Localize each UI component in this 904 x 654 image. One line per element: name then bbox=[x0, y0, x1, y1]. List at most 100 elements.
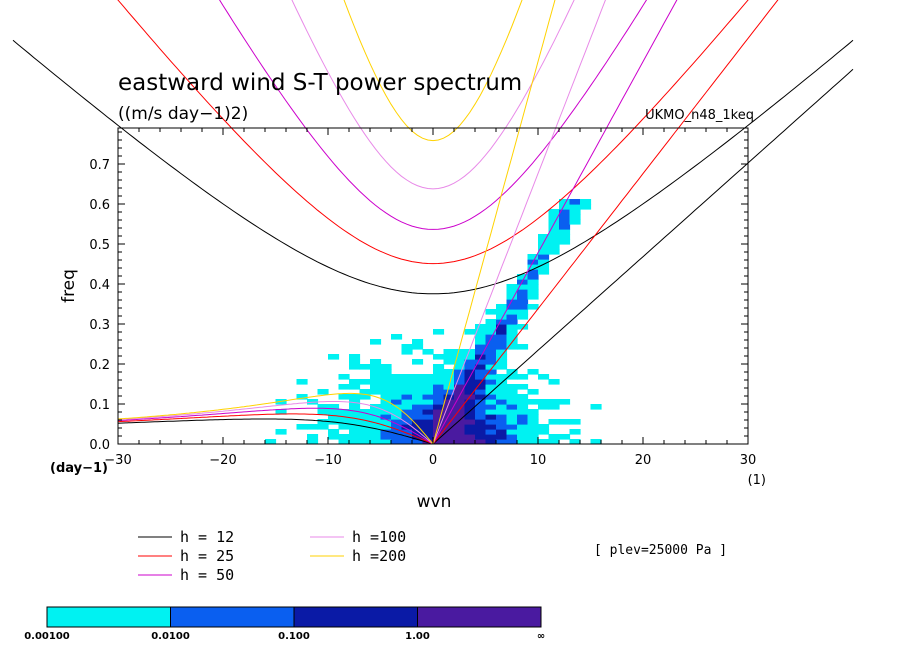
heatmap-cell bbox=[548, 219, 560, 225]
heatmap-cell bbox=[475, 344, 487, 350]
heatmap-cell bbox=[338, 419, 350, 425]
heatmap-cell bbox=[433, 364, 445, 370]
heatmap-cell bbox=[454, 409, 466, 415]
heatmap-cell bbox=[454, 369, 466, 375]
heatmap-cell bbox=[475, 364, 487, 370]
heatmap-cell bbox=[485, 384, 497, 390]
heatmap-cell bbox=[548, 239, 560, 245]
heatmap-cell bbox=[464, 414, 476, 420]
heatmap-cell bbox=[464, 399, 476, 405]
heatmap-cell bbox=[538, 234, 550, 240]
chart-title: eastward wind S-T power spectrum bbox=[118, 70, 522, 96]
heatmap-cell bbox=[527, 434, 539, 440]
heatmap-cell bbox=[485, 334, 497, 340]
heatmap-cell bbox=[454, 434, 466, 440]
heatmap-cell bbox=[443, 409, 455, 415]
y-axis-label: freq bbox=[59, 269, 79, 303]
heatmap-cell bbox=[349, 404, 361, 410]
heatmap-cell bbox=[569, 419, 581, 425]
heatmap-cell bbox=[485, 429, 497, 435]
heatmap-cell bbox=[412, 389, 424, 395]
heatmap-cell bbox=[485, 434, 497, 440]
heatmap-cell bbox=[538, 264, 550, 270]
chart-subtitle: ((m/s day−1)2) bbox=[118, 104, 248, 124]
heatmap-cell bbox=[506, 329, 518, 335]
heatmap-cell bbox=[412, 394, 424, 400]
heatmap-cell bbox=[527, 304, 539, 310]
heatmap-cell bbox=[359, 434, 371, 440]
heatmap-cell bbox=[517, 299, 529, 305]
heatmap-cell bbox=[349, 399, 361, 405]
heatmap-cell bbox=[475, 429, 487, 435]
heatmap-cell bbox=[443, 389, 455, 395]
heatmap-cell bbox=[380, 379, 392, 385]
heatmap-cell bbox=[485, 379, 497, 385]
heatmap-cell bbox=[538, 399, 550, 405]
heatmap-cell bbox=[349, 414, 361, 420]
heatmap-cell bbox=[496, 419, 508, 425]
heatmap-cell bbox=[401, 384, 413, 390]
heatmap-cell bbox=[370, 379, 382, 385]
legend-label: h =100 bbox=[352, 528, 406, 546]
heatmap-cell bbox=[317, 424, 329, 430]
heatmap-cell bbox=[307, 439, 319, 444]
heatmap-cell bbox=[328, 414, 340, 420]
heatmap-cell bbox=[506, 394, 518, 400]
heatmap-cell bbox=[485, 339, 497, 345]
heatmap-cell bbox=[454, 399, 466, 405]
heatmap-cell bbox=[443, 349, 455, 355]
y-tick-label: 0.3 bbox=[89, 318, 110, 333]
heatmap-cell bbox=[454, 354, 466, 360]
heatmap-cell bbox=[391, 434, 403, 440]
heatmap-cell bbox=[496, 404, 508, 410]
heatmap-cell bbox=[349, 429, 361, 435]
heatmap-cell bbox=[580, 199, 592, 205]
heatmap-cell bbox=[370, 424, 382, 430]
legend-label: h = 50 bbox=[180, 566, 234, 584]
colorbar-swatch bbox=[170, 606, 295, 628]
colorbar-label: 0.00100 bbox=[24, 631, 70, 642]
heatmap-cell bbox=[548, 209, 560, 215]
heatmap-cell bbox=[454, 389, 466, 395]
colorbar: 0.00100 0.0100 0.100 1.00 ∞ bbox=[24, 606, 545, 642]
heatmap-cell bbox=[496, 339, 508, 345]
heatmap-cell bbox=[454, 359, 466, 365]
heatmap-cell bbox=[506, 314, 518, 320]
heatmap-cell bbox=[349, 359, 361, 365]
colorbar-label: 0.0100 bbox=[151, 631, 190, 642]
heatmap-cell bbox=[496, 349, 508, 355]
heatmap-cell bbox=[391, 399, 403, 405]
heatmap-cell bbox=[506, 434, 518, 440]
heatmap-cell bbox=[401, 439, 413, 444]
heatmap-cell bbox=[443, 404, 455, 410]
heatmap-cell bbox=[485, 349, 497, 355]
heatmap-cell bbox=[443, 394, 455, 400]
heatmap-cell bbox=[506, 389, 518, 395]
heatmap-cell bbox=[412, 379, 424, 385]
heatmap-cell bbox=[370, 439, 382, 444]
heatmap-cell bbox=[464, 349, 476, 355]
heatmap-cell bbox=[307, 424, 319, 430]
heatmap-cell bbox=[349, 379, 361, 385]
colorbar-label: 0.100 bbox=[278, 631, 310, 642]
heatmap-cell bbox=[370, 364, 382, 370]
heatmap-cell bbox=[496, 389, 508, 395]
dispersion-curves bbox=[12, 0, 854, 445]
heatmap-cell bbox=[338, 424, 350, 430]
heatmap-cell bbox=[527, 289, 539, 295]
heatmap-cell bbox=[412, 439, 424, 444]
heatmap-cell bbox=[517, 409, 529, 415]
dispersion-curve-h100 bbox=[117, 0, 606, 445]
heatmap-cell bbox=[412, 419, 424, 425]
heatmap-cell bbox=[538, 269, 550, 275]
heatmap-cell bbox=[296, 379, 308, 385]
heatmap-cell bbox=[485, 404, 497, 410]
heatmap-cell bbox=[380, 419, 392, 425]
heatmap-cell bbox=[475, 359, 487, 365]
heatmap-cell bbox=[569, 209, 581, 215]
heatmap-cell bbox=[485, 419, 497, 425]
heatmap-cell bbox=[496, 314, 508, 320]
heatmap-cell bbox=[433, 389, 445, 395]
heatmap-cell bbox=[317, 389, 329, 395]
heatmap-cell bbox=[475, 409, 487, 415]
